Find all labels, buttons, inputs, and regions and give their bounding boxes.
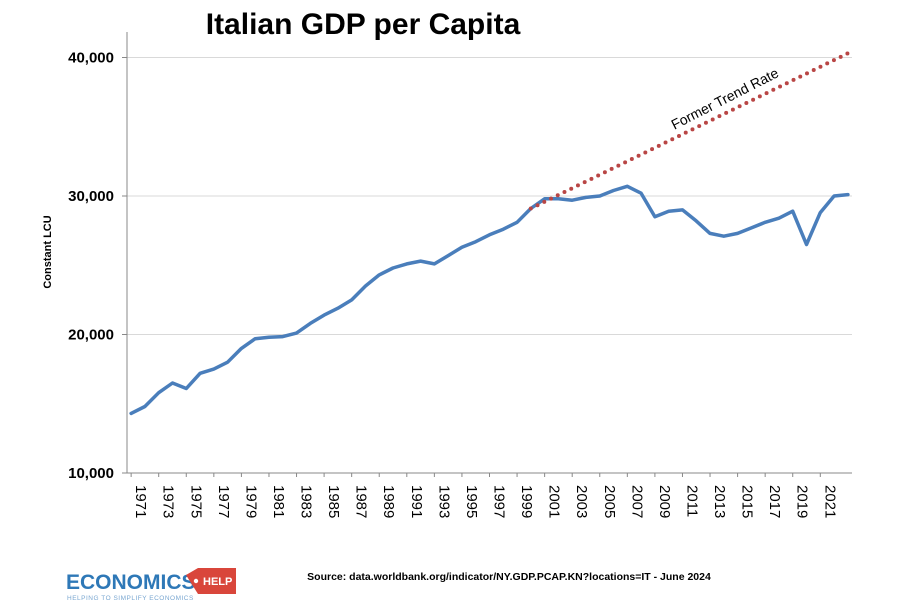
x-tick-label: 1987 [353, 485, 370, 518]
logo-tag-shape [186, 568, 236, 594]
x-tick-label: 2017 [766, 485, 783, 518]
x-tick-label: 1991 [408, 485, 425, 518]
logo-help-text: HELP [203, 576, 232, 588]
series-group [129, 51, 850, 416]
x-tick-label: 2011 [683, 485, 700, 517]
y-tick-label: 30,000 [68, 188, 114, 205]
x-tick-label: 1989 [380, 485, 397, 518]
x-tick-label: 2007 [628, 485, 645, 518]
x-tick-label: 1973 [160, 485, 177, 518]
x-tick-label: 2005 [601, 485, 618, 518]
x-tick-label: 2001 [546, 485, 563, 518]
x-tick-label: 2003 [573, 485, 590, 518]
x-tick-label: 1995 [463, 485, 480, 518]
x-tick-label: 1985 [325, 485, 342, 518]
trend-line [528, 51, 850, 211]
logo-tagline: HELPING TO SIMPLIFY ECONOMICS [67, 595, 194, 602]
x-tick-label: 1979 [242, 485, 259, 518]
y-tick-labels: 10,000 20,000 30,000 40,000 [68, 50, 127, 482]
x-tick-label: 2009 [656, 485, 673, 518]
gdp-line [129, 184, 850, 416]
x-tick-label: 1981 [270, 485, 287, 518]
logo-text: ECONOMICS [66, 571, 196, 594]
x-tick-label: 1997 [491, 485, 508, 518]
x-tick-label: 1975 [187, 485, 204, 518]
logo-tag-hole [193, 578, 199, 584]
y-axis-label: Constant LCU [42, 215, 54, 288]
y-tick-label: 10,000 [68, 465, 114, 482]
x-tick-label: 2015 [739, 485, 756, 518]
y-tick-label: 40,000 [68, 50, 114, 67]
x-tick-label: 1999 [518, 485, 535, 518]
gridlines [127, 57, 852, 335]
source-note: Source: data.worldbank.org/indicator/NY.… [307, 571, 711, 583]
y-tick-label: 20,000 [68, 327, 114, 344]
x-tick-label: 1993 [435, 485, 452, 518]
chart-title: Italian GDP per Capita [206, 8, 521, 41]
x-tick-label: 2021 [821, 485, 838, 518]
x-tick-label: 2019 [794, 485, 811, 518]
x-tick-label: 1977 [215, 485, 232, 518]
x-tick-label: 1983 [298, 485, 315, 518]
x-tick-label: 1971 [132, 485, 149, 518]
trend-annotation: Former Trend Rate [668, 64, 781, 132]
x-tick-label: 2013 [711, 485, 728, 518]
logo: ECONOMICS HELP HELPING TO SIMPLIFY ECONO… [66, 568, 236, 602]
x-tick-labels: 1971 1973 1975 1977 1979 1981 1983 1985 1987 1989… [130, 473, 838, 518]
